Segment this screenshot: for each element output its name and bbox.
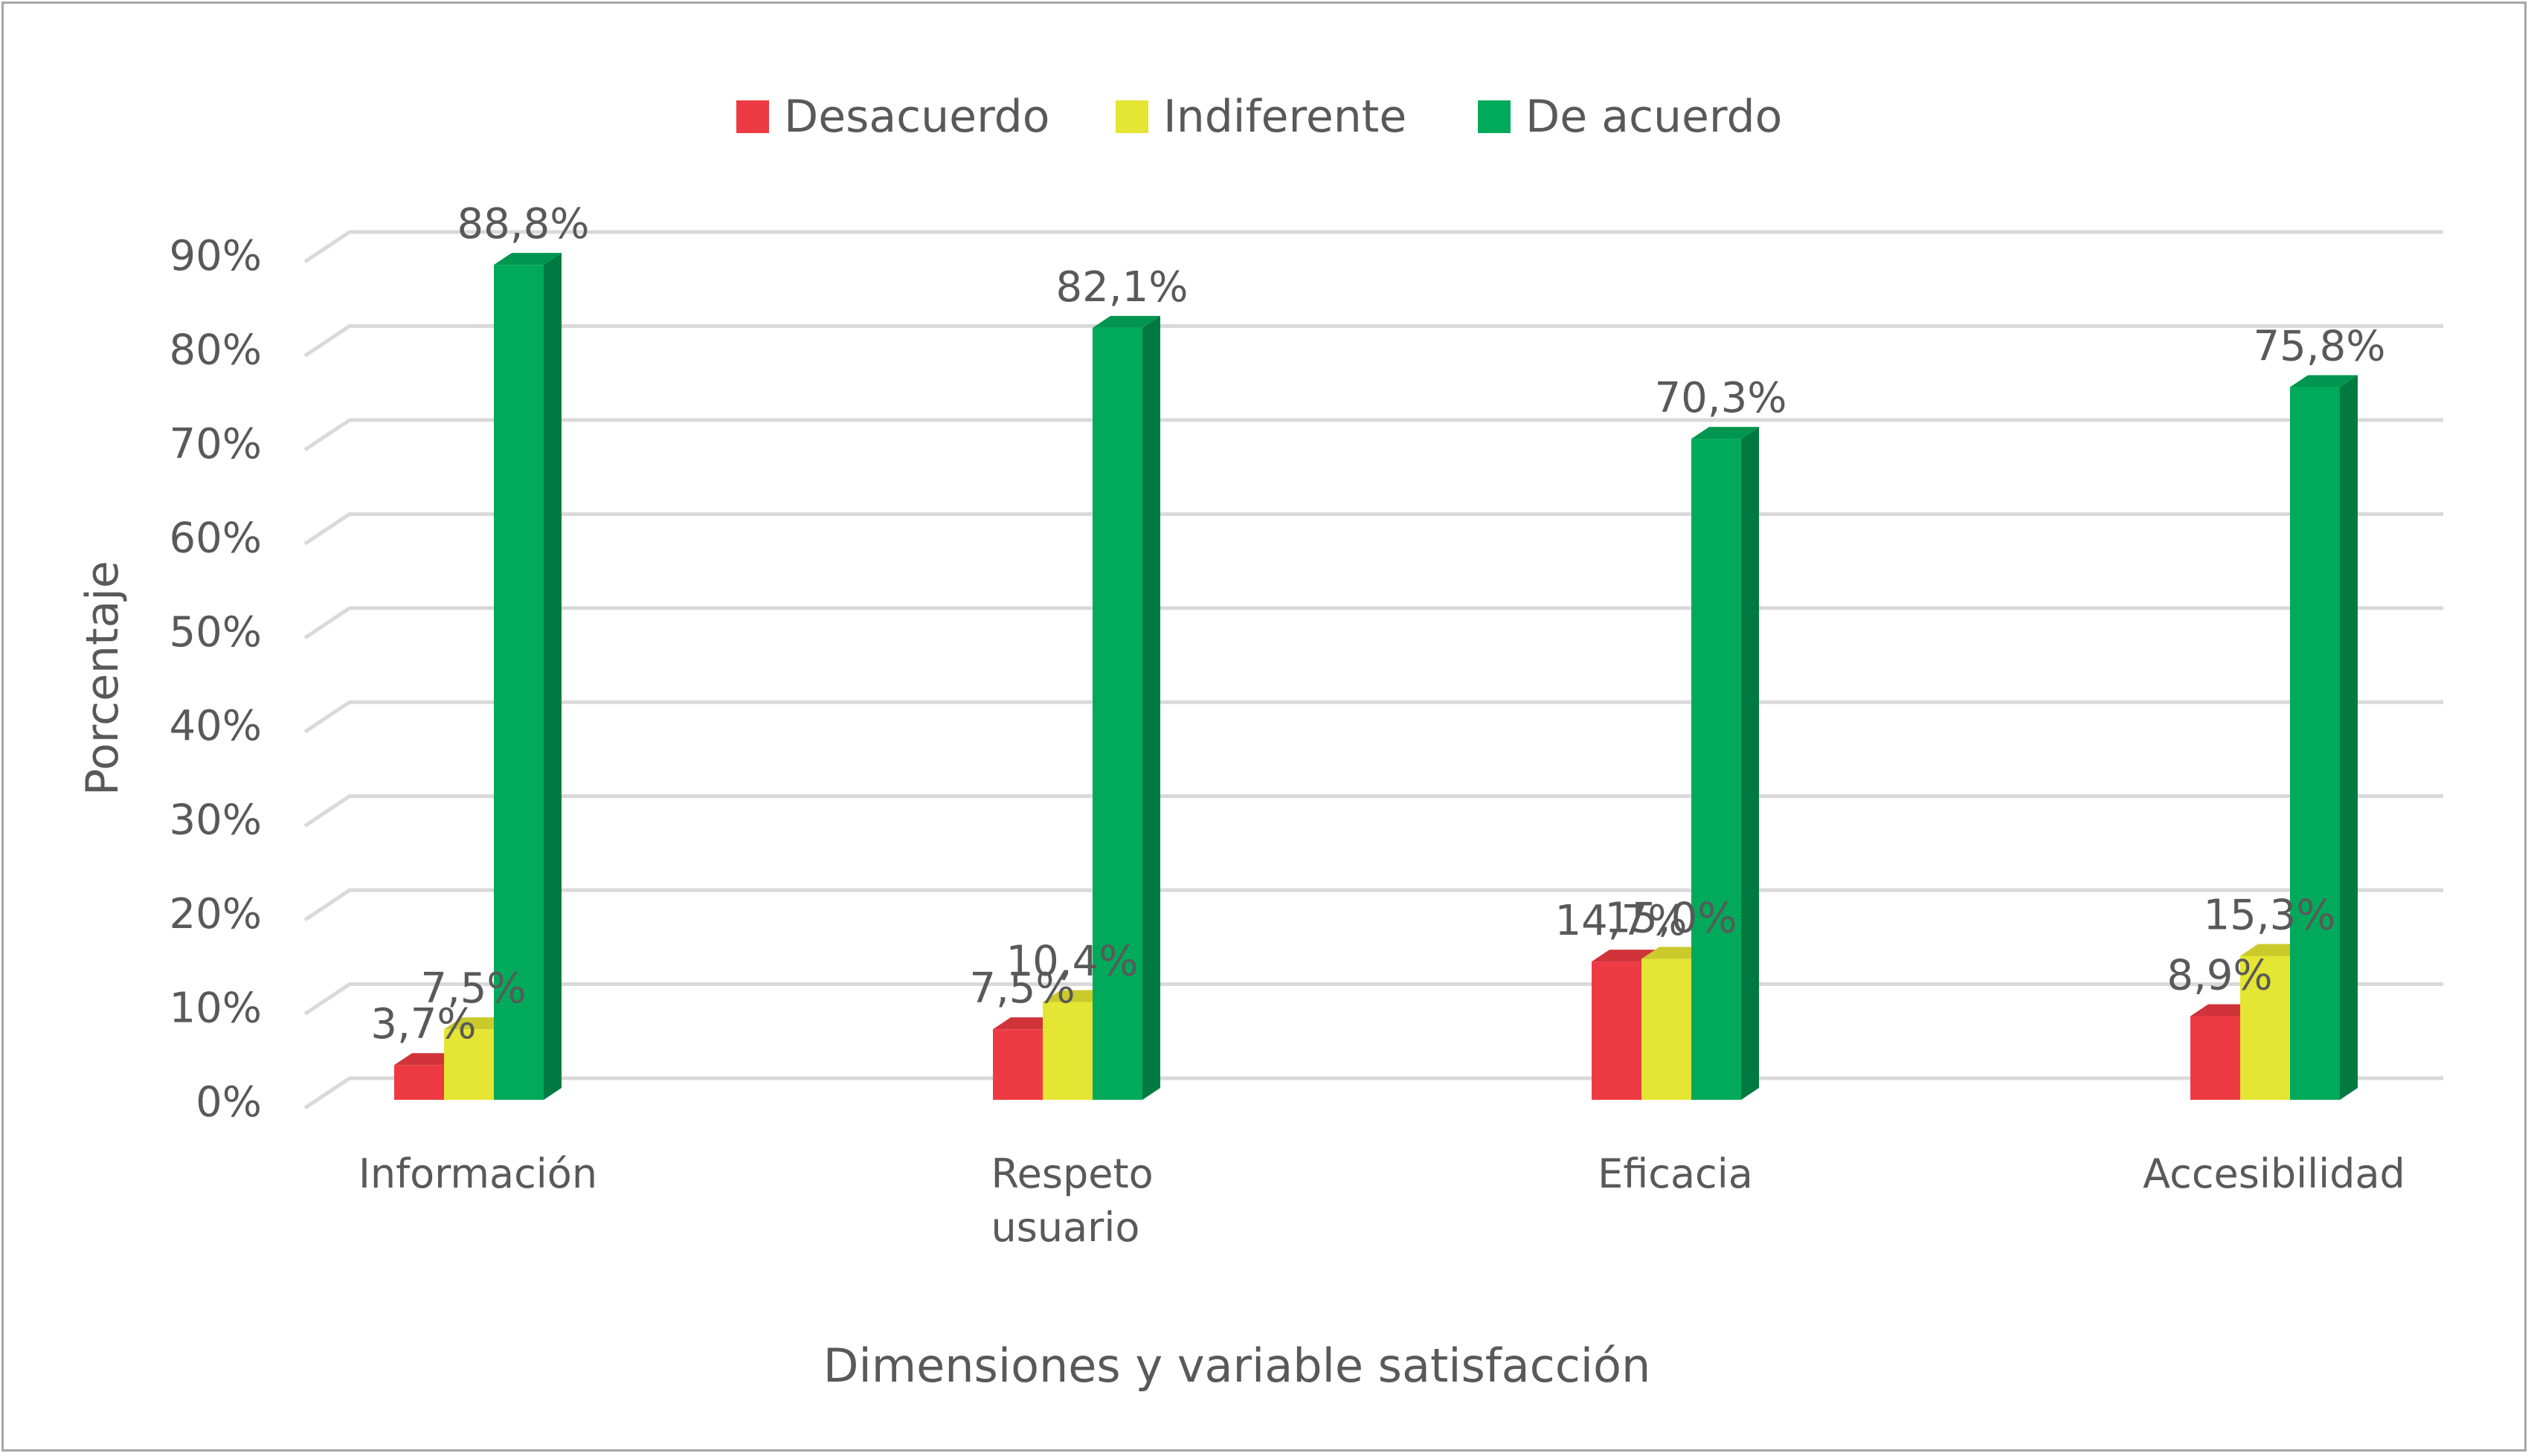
bar-de-acuerdo-respeto-usuario [1093,315,1160,1100]
data-labels: 3,7%7,5%88,8%7,5%10,4%82,1%14,7%15,0%70,… [370,200,2386,1048]
legend: Desacuerdo Indiferente De acuerdo [736,91,1782,143]
bar-de-acuerdo-informacion [494,253,562,1100]
legend-item-desacuerdo: Desacuerdo [736,91,1049,143]
category-label: Accesibilidad [2143,1150,2405,1197]
x-axis-title: Dimensiones y variable satisfacción [823,1339,1651,1393]
y-tick-label: 10% [170,985,262,1033]
gridline [303,888,2443,922]
data-label: 7,5% [420,964,526,1013]
gridline [303,230,2443,264]
legend-swatch [736,100,769,133]
bar-de-acuerdo-accesibilidad [2290,375,2358,1100]
legend-swatch [1478,100,1511,133]
y-tick-label: 60% [170,514,262,562]
y-tick-label: 80% [170,326,262,374]
gridline [303,323,2443,358]
y-tick-label: 70% [170,420,262,468]
data-label: 15,0% [1605,894,1737,942]
y-tick-label: 40% [170,702,262,750]
y-axis-title: Porcentaje [77,561,129,796]
legend-label: De acuerdo [1525,91,1782,143]
data-label: 75,8% [2254,323,2386,371]
category-label: Respeto [991,1150,1154,1197]
data-label: 8,9% [2167,951,2272,999]
data-label: 3,7% [370,1000,476,1048]
category-label: usuario [991,1204,1140,1251]
y-axis-ticks: 0% 10% 20% 30% 40% 50% 60% 70% 80% 90% [170,232,262,1127]
gridline [303,418,2443,451]
gridline [303,1076,2443,1110]
data-label: 14,7% [1555,897,1688,945]
gridline [303,700,2443,734]
data-label: 7,5% [969,964,1075,1013]
category-label: Información [358,1150,597,1197]
data-label: 70,3% [1655,374,1787,422]
legend-item-de-acuerdo: De acuerdo [1478,91,1782,143]
bar-de-acuerdo-eficacia [1691,427,1759,1100]
gridline [303,512,2443,546]
data-label: 88,8% [457,200,590,248]
gridline [303,794,2443,828]
gridline [303,606,2443,640]
data-label: 82,1% [1056,263,1189,312]
y-tick-label: 0% [196,1078,262,1127]
gridline [303,982,2443,1016]
bars [394,253,2358,1100]
legend-swatch [1116,100,1148,133]
y-tick-label: 30% [170,796,262,845]
legend-label: Desacuerdo [784,91,1049,143]
y-tick-label: 50% [170,608,262,657]
y-tick-label: 90% [170,232,262,280]
legend-item-indiferente: Indiferente [1116,91,1406,143]
data-label: 10,4% [1006,937,1139,985]
legend-label: Indiferente [1163,91,1406,143]
gridlines [303,230,2443,1110]
y-tick-label: 20% [170,890,262,938]
data-label: 15,3% [2204,892,2336,940]
category-label: Eficacia [1598,1150,1753,1197]
x-axis-categories: Información Respeto usuario Eficacia Accesib… [358,1150,2405,1251]
